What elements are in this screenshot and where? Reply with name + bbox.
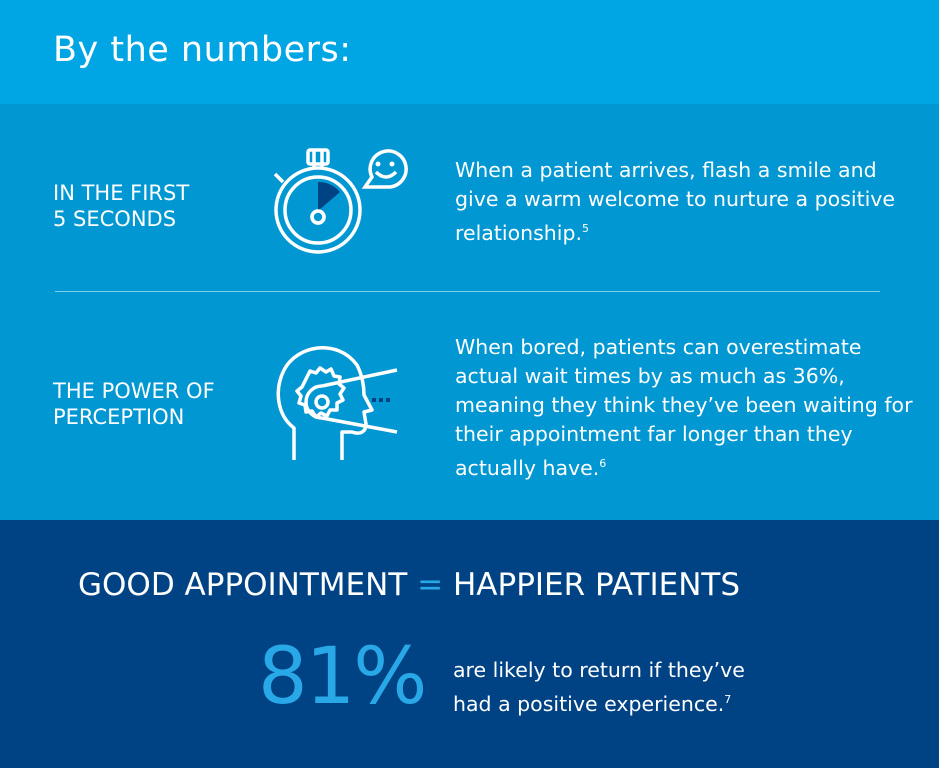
heading-right: HAPPIER PATIENTS (452, 567, 740, 603)
header-banner: By the numbers: (0, 0, 939, 104)
divider (55, 291, 880, 292)
label-line: IN THE FIRST (53, 181, 190, 205)
section-text-first-seconds: When a patient arrives, flash a smile an… (455, 156, 915, 248)
section-label-first-seconds: IN THE FIRST 5 SECONDS (53, 180, 189, 232)
stat-value: 81% (258, 632, 427, 722)
heading-left: GOOD APPOINTMENT (78, 567, 408, 603)
head-gear-icon (276, 346, 398, 460)
page-title: By the numbers: (53, 30, 352, 70)
stat-description: are likely to return if they’ve had a po… (453, 656, 745, 719)
text: When a patient arrives, flash a smile an… (455, 158, 896, 245)
equals-sign: = (417, 567, 444, 603)
stopwatch-smile-icon (273, 148, 408, 254)
label-line: PERCEPTION (53, 405, 185, 429)
summary-section: GOOD APPOINTMENT = HAPPIER PATIENTS 81% … (0, 520, 939, 768)
section-label-perception: THE POWER OF PERCEPTION (53, 378, 215, 430)
footnote: 5 (582, 222, 590, 235)
text: When bored, patients can overestimate ac… (455, 335, 913, 480)
text-line: had a positive experience. (453, 691, 725, 716)
text-line: are likely to return if they’ve (453, 658, 745, 682)
label-line: 5 SECONDS (53, 207, 177, 231)
footnote: 7 (724, 693, 732, 706)
label-line: THE POWER OF (53, 379, 215, 403)
stats-section: IN THE FIRST 5 SECONDS When a patient ar… (0, 104, 939, 520)
section-text-perception: When bored, patients can overestimate ac… (455, 333, 915, 483)
summary-heading: GOOD APPOINTMENT = HAPPIER PATIENTS (78, 567, 740, 603)
footnote: 6 (599, 457, 607, 470)
